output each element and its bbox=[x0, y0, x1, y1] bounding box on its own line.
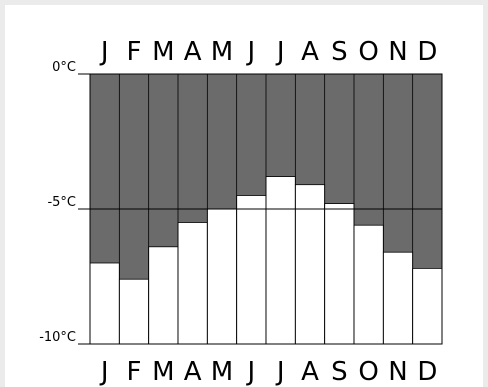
month-label-top: J bbox=[99, 37, 109, 67]
bar bbox=[206, 208, 238, 345]
month-label-top: J bbox=[275, 37, 285, 67]
month-label-bottom: O bbox=[358, 357, 378, 387]
month-label-top: J bbox=[245, 37, 255, 67]
month-label-top: D bbox=[417, 37, 437, 67]
bar bbox=[265, 176, 296, 345]
chart-frame: 0°C -5°C -10°C J J F F M M A A M M J J J J A A S S O O N N D D bbox=[5, 5, 483, 387]
bar bbox=[294, 184, 326, 345]
month-label-bottom: A bbox=[184, 357, 202, 387]
bar bbox=[382, 251, 414, 345]
month-label-top: N bbox=[388, 37, 407, 67]
month-label-bottom: N bbox=[388, 357, 407, 387]
month-label-bottom: S bbox=[331, 357, 348, 387]
y-tick-label: -10°C bbox=[39, 330, 76, 345]
bar bbox=[89, 262, 120, 345]
bar bbox=[236, 195, 267, 345]
bar bbox=[412, 267, 443, 345]
y-tick-label: 0°C bbox=[52, 60, 76, 75]
plot-border bbox=[89, 73, 443, 345]
y-tick-label: -5°C bbox=[47, 195, 76, 210]
month-label-top: O bbox=[358, 37, 378, 67]
month-label-bottom: F bbox=[127, 357, 142, 387]
month-label-bottom: D bbox=[417, 357, 437, 387]
month-label-top: A bbox=[184, 37, 202, 67]
month-label-bottom: M bbox=[211, 357, 233, 387]
month-label-top: A bbox=[301, 37, 319, 67]
month-label-bottom: M bbox=[152, 357, 174, 387]
bar bbox=[324, 203, 355, 345]
month-label-bottom: J bbox=[99, 357, 109, 387]
bar bbox=[118, 278, 150, 345]
bar bbox=[148, 246, 179, 345]
month-label-top: F bbox=[127, 37, 142, 67]
month-label-top: M bbox=[211, 37, 233, 67]
bar bbox=[177, 222, 208, 345]
month-label-top: M bbox=[152, 37, 174, 67]
month-label-top: S bbox=[331, 37, 348, 67]
month-label-bottom: J bbox=[275, 357, 285, 387]
month-label-bottom: A bbox=[301, 357, 319, 387]
bar bbox=[353, 224, 384, 345]
month-label-bottom: J bbox=[245, 357, 255, 387]
